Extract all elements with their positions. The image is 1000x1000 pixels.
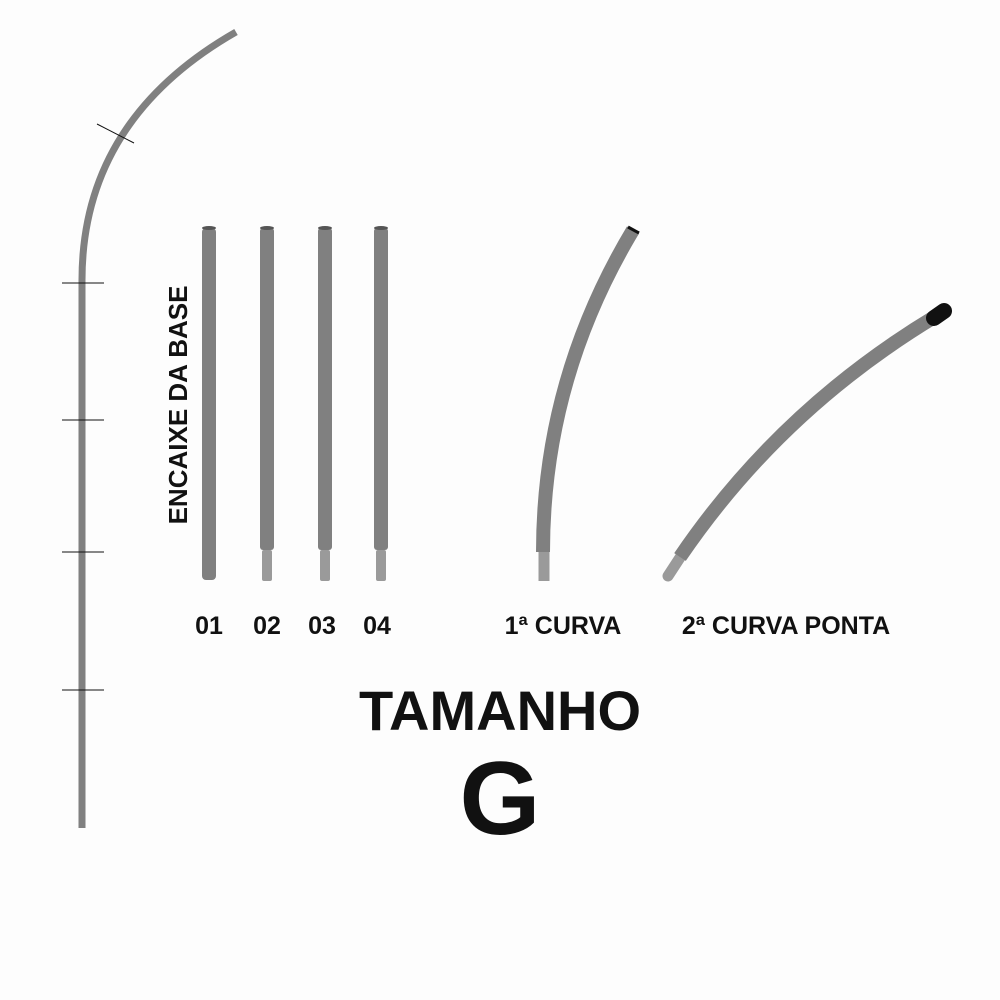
- piece-top-opening: [627, 225, 640, 235]
- joint-mark: [96, 123, 135, 144]
- piece-top-opening: [374, 226, 388, 230]
- second-curve-tip-piece: [662, 303, 952, 582]
- second-curve-label: 2ª CURVA PONTA: [682, 612, 890, 640]
- piece-label: 04: [363, 612, 391, 640]
- piece-shaft: [202, 228, 216, 580]
- piece-top-opening: [318, 226, 332, 230]
- piece-tip: [376, 550, 386, 581]
- side-label: ENCAIXE DA BASE: [163, 286, 193, 525]
- size-title: TAMANHO: [359, 679, 641, 742]
- end-cap: [926, 303, 952, 326]
- piece-03: [318, 226, 332, 581]
- piece-label: 02: [253, 612, 281, 640]
- piece-shaft: [536, 226, 640, 553]
- piece-tip: [262, 550, 272, 581]
- first-curve-label: 1ª CURVA: [505, 612, 622, 640]
- piece-01: [202, 226, 216, 580]
- piece-shaft: [674, 310, 940, 561]
- piece-label: 01: [195, 612, 223, 640]
- piece-04: [374, 226, 388, 581]
- piece-shaft: [318, 228, 332, 550]
- piece-shaft: [374, 228, 388, 550]
- first-curve-piece: [536, 225, 640, 581]
- piece-02: [260, 226, 274, 581]
- piece-tip: [320, 550, 330, 581]
- piece-shaft: [260, 228, 274, 550]
- assembled-pole: [62, 28, 238, 828]
- piece-top-opening: [260, 226, 274, 230]
- piece-label: 03: [308, 612, 336, 640]
- assembled-pole-shaft: [78, 28, 238, 828]
- piece-top-opening: [202, 226, 216, 230]
- size-letter: G: [460, 741, 541, 857]
